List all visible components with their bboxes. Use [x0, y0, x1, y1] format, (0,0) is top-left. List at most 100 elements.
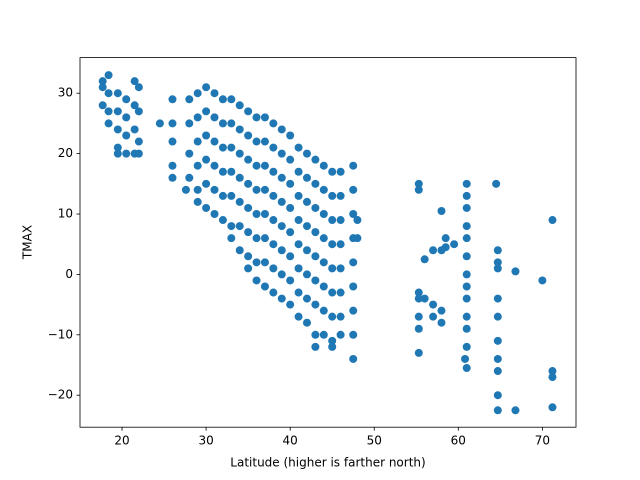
scatter-point [113, 89, 122, 98]
scatter-point [302, 318, 311, 327]
scatter-point [202, 203, 211, 212]
scatter-point [429, 246, 438, 255]
scatter-point [286, 276, 295, 285]
scatter-point [134, 149, 143, 158]
scatter-point [328, 216, 337, 225]
scatter-point [319, 258, 328, 267]
scatter-point [227, 119, 236, 128]
scatter-point [193, 197, 202, 206]
scatter-point [414, 294, 423, 303]
scatter-point [441, 243, 450, 252]
scatter-point [227, 234, 236, 243]
scatter-point [319, 210, 328, 219]
scatter-point [193, 113, 202, 122]
y-tick-label: 30 [58, 86, 73, 100]
scatter-point [244, 228, 253, 237]
scatter-point [113, 107, 122, 116]
scatter-point [202, 155, 211, 164]
scatter-point [349, 258, 358, 267]
scatter-point [294, 216, 303, 225]
scatter-point [210, 161, 219, 170]
scatter-point [104, 89, 113, 98]
scatter-point [218, 95, 227, 104]
scatter-point [462, 234, 471, 243]
scatter-point [462, 312, 471, 321]
y-tick-label: 10 [58, 207, 73, 221]
scatter-point [462, 364, 471, 373]
scatter-point [302, 197, 311, 206]
scatter-point [548, 367, 557, 376]
scatter-point [155, 119, 164, 128]
scatter-point [130, 125, 139, 134]
scatter-point [252, 210, 261, 219]
scatter-point [286, 203, 295, 212]
scatter-point [235, 173, 244, 182]
scatter-point [227, 143, 236, 152]
scatter-point [244, 179, 253, 188]
scatter-point [462, 191, 471, 200]
scatter-point [414, 288, 423, 297]
scatter-point [260, 137, 269, 146]
scatter-point [202, 179, 211, 188]
scatter-point [210, 185, 219, 194]
scatter-point [269, 143, 278, 152]
scatter-point [294, 264, 303, 273]
scatter-point [98, 101, 107, 110]
scatter-point [269, 191, 278, 200]
scatter-point [260, 185, 269, 194]
scatter-point [353, 216, 362, 225]
scatter-point [414, 312, 423, 321]
scatter-point [294, 312, 303, 321]
scatter-point [493, 246, 502, 255]
scatter-point [302, 149, 311, 158]
scatter-point [113, 143, 122, 152]
scatter-point [450, 240, 459, 249]
scatter-point [349, 330, 358, 339]
scatter-point [462, 324, 471, 333]
scatter-point [122, 131, 131, 140]
scatter-point [302, 173, 311, 182]
scatter-point [511, 406, 520, 415]
scatter-point [193, 137, 202, 146]
scatter-point [260, 210, 269, 219]
scatter-point [168, 161, 177, 170]
scatter-point [538, 276, 547, 285]
scatter-point [349, 161, 358, 170]
scatter-point [493, 367, 502, 376]
scatter-point [302, 246, 311, 255]
scatter-point [302, 222, 311, 231]
scatter-point [235, 246, 244, 255]
scatter-point [202, 131, 211, 140]
scatter-point [349, 185, 358, 194]
scatter-point [414, 348, 423, 357]
scatter-point [286, 252, 295, 261]
scatter-point [336, 191, 345, 200]
scatter-point [244, 131, 253, 140]
scatter-point [311, 228, 320, 237]
scatter-point [429, 312, 438, 321]
scatter-point [319, 306, 328, 315]
scatter-point [311, 342, 320, 351]
scatter-point [252, 161, 261, 170]
scatter-point [210, 113, 219, 122]
scatter-point [493, 391, 502, 400]
scatter-point [311, 155, 320, 164]
scatter-point [269, 264, 278, 273]
scatter-point [235, 222, 244, 231]
scatter-point [311, 276, 320, 285]
scatter-point [511, 267, 520, 276]
scatter-point [277, 294, 286, 303]
scatter-point [244, 155, 253, 164]
scatter-point [218, 216, 227, 225]
scatter-point [328, 167, 337, 176]
scatter-point [227, 191, 236, 200]
scatter-point [277, 149, 286, 158]
scatter-point [113, 125, 122, 134]
scatter-point [353, 234, 362, 243]
scatter-point [420, 294, 429, 303]
scatter-point [260, 282, 269, 291]
scatter-point [319, 185, 328, 194]
scatter-point [328, 191, 337, 200]
